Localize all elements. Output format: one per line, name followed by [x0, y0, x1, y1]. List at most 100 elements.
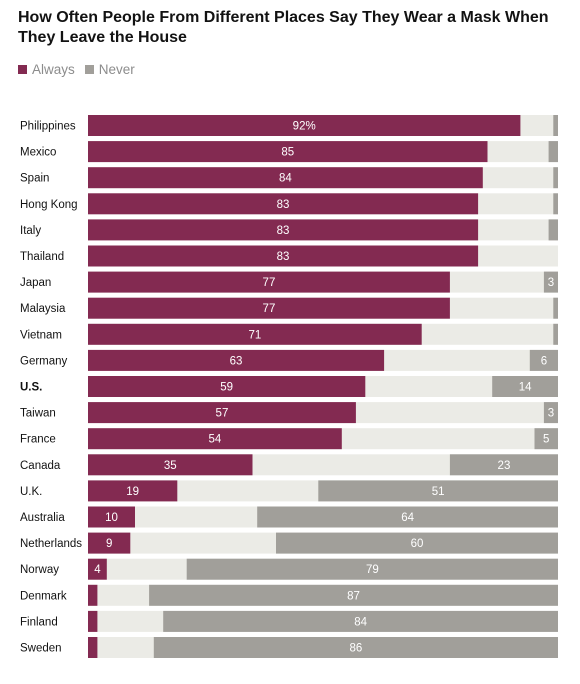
value-label-always-canada: 35 — [164, 460, 177, 472]
bar-always-denmark — [88, 584, 98, 606]
bar-always-netherlands — [88, 532, 131, 554]
bar-never-france — [534, 428, 558, 450]
value-label-never-denmark: 87 — [347, 590, 360, 602]
category-label-japan: Japan — [20, 277, 51, 289]
legend-label-never: Never — [98, 62, 135, 77]
category-label-spain: Spain — [20, 173, 49, 185]
value-label-always-france: 54 — [209, 434, 222, 446]
bar-always-norway — [88, 558, 107, 580]
value-label-never-germany: 6 — [541, 355, 547, 367]
value-label-always-australia: 10 — [105, 512, 118, 524]
category-label-hong-kong: Hong Kong — [20, 199, 78, 211]
value-label-always-hong-kong: 83 — [277, 199, 290, 211]
bar-never-hong-kong — [553, 193, 558, 215]
bar-always-finland — [88, 610, 98, 632]
legend-label-always: Always — [32, 62, 75, 77]
value-label-always-taiwan: 57 — [216, 408, 229, 420]
bar-never-mexico — [548, 141, 558, 163]
bar-never-australia — [257, 506, 558, 528]
category-label-taiwan: Taiwan — [20, 408, 56, 420]
category-label-australia: Australia — [20, 512, 65, 524]
bar-never-taiwan — [543, 402, 558, 424]
value-label-always-spain: 84 — [279, 173, 292, 185]
bar-always-u-s — [88, 376, 366, 397]
legend-item-never: Never — [84, 62, 135, 77]
bar-never-canada — [449, 454, 558, 476]
category-label-italy: Italy — [20, 225, 41, 237]
bar-never-norway — [186, 558, 558, 580]
category-label-finland: Finland — [20, 616, 58, 628]
chart-title: How Often People From Different Places S… — [18, 9, 549, 46]
value-label-never-u-k: 51 — [432, 486, 445, 498]
bar-always-italy — [88, 219, 479, 241]
legend-item-always: Always — [18, 62, 75, 77]
bar-never-denmark — [149, 584, 558, 606]
category-label-norway: Norway — [20, 564, 59, 576]
bar-always-hong-kong — [88, 193, 479, 215]
bar-always-sweden — [88, 637, 98, 658]
bar-never-philippines — [553, 115, 558, 136]
value-label-always-italy: 83 — [277, 225, 290, 237]
category-label-philippines: Philippines — [20, 121, 76, 133]
bar-always-mexico — [88, 141, 488, 163]
bar-never-malaysia — [553, 297, 558, 319]
bar-always-vietnam — [88, 323, 422, 345]
value-label-always-germany: 63 — [230, 355, 243, 367]
category-label-germany: Germany — [20, 355, 68, 367]
bar-always-japan — [88, 271, 450, 293]
category-label-vietnam: Vietnam — [20, 329, 62, 341]
bar-always-canada — [88, 454, 253, 476]
category-label-mexico: Mexico — [20, 147, 56, 159]
value-label-never-france: 5 — [543, 434, 549, 446]
value-label-never-canada: 23 — [498, 460, 511, 472]
category-label-u-s: U.S. — [20, 382, 42, 394]
bar-never-italy — [548, 219, 558, 241]
value-label-never-taiwan: 3 — [548, 408, 554, 420]
bar-never-japan — [543, 271, 558, 293]
value-label-always-malaysia: 77 — [263, 303, 276, 315]
bar-always-spain — [88, 167, 483, 189]
value-label-never-japan: 3 — [548, 277, 554, 289]
category-label-sweden: Sweden — [20, 643, 62, 655]
legend: Always Never — [18, 62, 145, 77]
bar-always-australia — [88, 506, 135, 528]
bar-never-finland — [163, 610, 558, 632]
value-label-never-norway: 79 — [366, 564, 379, 576]
value-label-always-philippines: 92% — [293, 121, 316, 133]
category-label-france: France — [20, 434, 56, 446]
value-label-always-thailand: 83 — [277, 251, 290, 263]
value-label-always-japan: 77 — [263, 277, 276, 289]
bar-always-philippines — [88, 115, 521, 136]
bar-always-germany — [88, 349, 385, 371]
category-label-netherlands: Netherlands — [20, 538, 82, 550]
bar-always-malaysia — [88, 297, 450, 319]
category-label-malaysia: Malaysia — [20, 303, 66, 315]
value-label-never-australia: 64 — [401, 512, 414, 524]
bar-never-sweden — [153, 637, 559, 658]
value-label-always-norway: 4 — [94, 564, 101, 576]
legend-swatch-never — [84, 65, 94, 74]
bar-always-thailand — [88, 245, 479, 267]
value-label-never-u-s: 14 — [519, 382, 532, 394]
category-label-denmark: Denmark — [20, 590, 67, 602]
value-label-never-netherlands: 60 — [411, 538, 424, 550]
value-label-always-vietnam: 71 — [248, 329, 261, 341]
value-label-never-sweden: 86 — [350, 643, 363, 655]
bar-never-u-s — [492, 376, 558, 397]
bar-never-germany — [529, 349, 558, 371]
category-label-thailand: Thailand — [20, 251, 64, 263]
bar-always-taiwan — [88, 402, 356, 424]
legend-swatch-always — [18, 65, 27, 74]
value-label-always-u-k: 19 — [126, 486, 139, 498]
value-label-always-u-s: 59 — [220, 382, 233, 394]
bar-never-spain — [553, 167, 558, 189]
bar-never-u-k — [318, 480, 558, 502]
value-label-always-mexico: 85 — [281, 147, 294, 159]
category-label-u-k: U.K. — [20, 486, 42, 498]
bar-always-france — [88, 428, 342, 450]
category-label-canada: Canada — [20, 460, 61, 472]
value-label-never-finland: 84 — [354, 616, 367, 628]
bar-never-vietnam — [553, 323, 558, 345]
value-label-always-netherlands: 9 — [106, 538, 112, 550]
